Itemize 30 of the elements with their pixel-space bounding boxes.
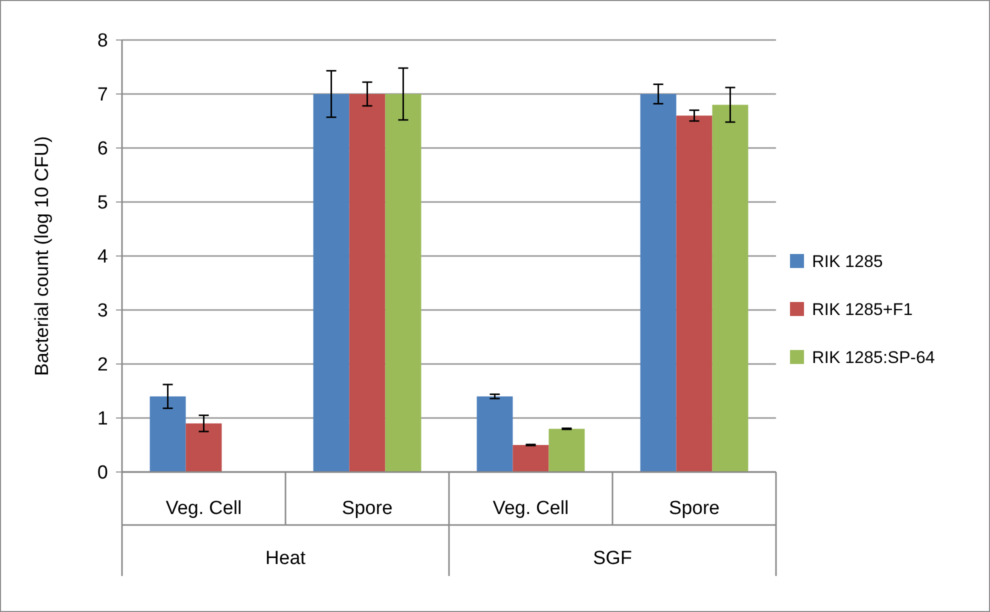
x-tick-label: Spore [342, 498, 393, 519]
legend-label: RIK 1285+F1 [812, 300, 913, 319]
text: Heat [265, 548, 306, 569]
x-tick-label: Spore [668, 498, 720, 519]
bar [313, 94, 350, 472]
x-tick-label: Veg. Cell [492, 498, 569, 519]
bar [476, 396, 513, 472]
y-tick-label: 8 [97, 30, 108, 52]
bar [150, 396, 186, 472]
y-tick-label: 5 [97, 192, 108, 214]
y-axis-title: Bacterial count (log 10 CFU) [32, 136, 53, 376]
bar [548, 428, 585, 472]
bar [512, 445, 549, 472]
y-tick-label: 6 [97, 138, 108, 160]
bar [186, 423, 222, 472]
y-tick-label: 2 [97, 354, 108, 376]
y-tick-label: 1 [97, 408, 108, 430]
y-tick-label: 7 [97, 84, 108, 106]
y-tick-label: 0 [97, 462, 108, 484]
y-tick-label: 4 [97, 246, 108, 268]
bar [385, 94, 422, 472]
x-tick-label: Veg. Cell [166, 498, 242, 519]
legend-label: RIK 1285 [812, 252, 883, 271]
bar [640, 94, 676, 472]
bar [712, 104, 748, 472]
legend-label: RIK 1285:SP-64 [812, 348, 935, 367]
bar [349, 94, 386, 472]
y-tick-label: 3 [97, 300, 108, 322]
text: SGF [592, 548, 632, 569]
bar [676, 116, 712, 472]
